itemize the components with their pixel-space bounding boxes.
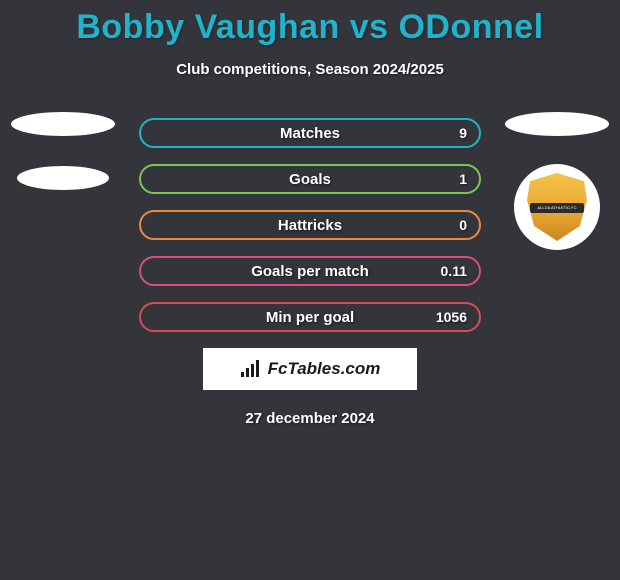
- page-title: Bobby Vaughan vs ODonnel: [0, 0, 620, 47]
- left-player-photo-placeholder: [11, 112, 115, 136]
- brand-text: FcTables.com: [268, 359, 381, 379]
- stat-row: Goals per match 0.11: [139, 256, 481, 286]
- stat-label: Hattricks: [278, 217, 342, 234]
- right-club-badge: ALLOA ATHLETIC FC: [514, 164, 600, 250]
- right-player-photo-placeholder: [505, 112, 609, 136]
- left-player-column: [8, 112, 118, 190]
- stat-row: Min per goal 1056: [139, 302, 481, 332]
- stat-label: Goals per match: [251, 263, 369, 280]
- stat-label: Matches: [280, 125, 340, 142]
- stat-label: Goals: [289, 171, 331, 188]
- stat-value-right: 0.11: [441, 263, 467, 279]
- stat-value-right: 1056: [436, 309, 467, 325]
- subtitle: Club competitions, Season 2024/2025: [0, 61, 620, 78]
- stat-row: Goals 1: [139, 164, 481, 194]
- date-text: 27 december 2024: [0, 410, 620, 427]
- stat-bars: Matches 9 Goals 1 Hattricks 0 Goals per match 0…: [139, 118, 481, 332]
- left-club-badge-placeholder: [17, 166, 109, 190]
- bar-chart-icon: [240, 360, 262, 378]
- comparison-content: ALLOA ATHLETIC FC Matches 9 Goals 1 Hattrick…: [0, 118, 620, 427]
- stat-value-right: 9: [459, 125, 467, 141]
- stat-row: Matches 9: [139, 118, 481, 148]
- brand-box: FcTables.com: [203, 348, 417, 390]
- stat-value-right: 1: [459, 171, 467, 187]
- stat-row: Hattricks 0: [139, 210, 481, 240]
- club-badge-text: ALLOA ATHLETIC FC: [530, 203, 584, 213]
- stat-value-right: 0: [459, 217, 467, 233]
- stat-label: Min per goal: [266, 309, 354, 326]
- shield-icon: ALLOA ATHLETIC FC: [527, 173, 587, 241]
- right-player-column: ALLOA ATHLETIC FC: [502, 112, 612, 250]
